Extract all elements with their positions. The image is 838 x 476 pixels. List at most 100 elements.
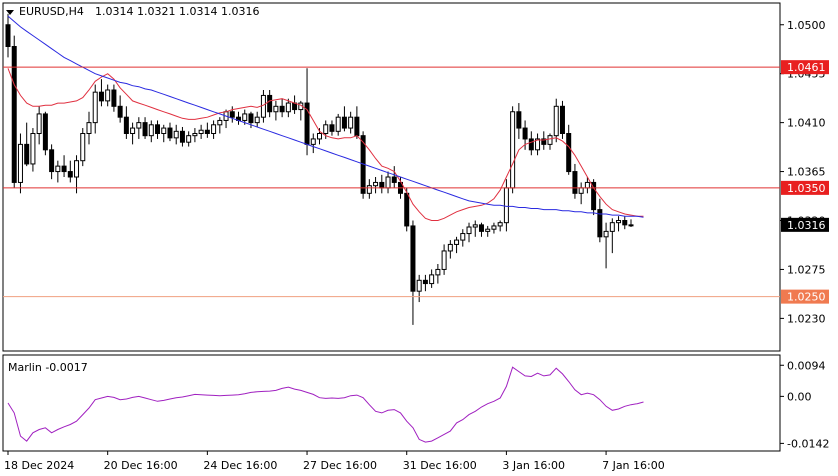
- candle-body: [148, 124, 154, 137]
- candle-body: [98, 91, 104, 102]
- candle-body: [130, 127, 136, 134]
- price-panel: 1.05001.04551.04101.03651.03201.02751.02…: [2, 2, 829, 352]
- candle-body: [578, 187, 584, 194]
- candle-body: [609, 222, 615, 232]
- candle-body: [17, 143, 23, 183]
- chart-symbol-title: EURUSD,H4: [19, 5, 84, 18]
- candle-body: [497, 222, 503, 227]
- candle-body: [11, 46, 17, 183]
- candle-body: [535, 138, 541, 151]
- price-panel-frame: [2, 2, 781, 352]
- candle-body: [186, 135, 192, 143]
- slow-moving-average-line: [7, 15, 644, 218]
- candle-body: [491, 225, 497, 230]
- candle-body: [566, 133, 572, 173]
- candle-body: [167, 127, 173, 139]
- candle-body: [379, 181, 385, 189]
- level-price-tag: [781, 289, 829, 304]
- level-price-label: 1.0461: [787, 61, 826, 74]
- candle-body: [92, 91, 98, 124]
- time-tick-label: 3 Jan 16:00: [502, 459, 565, 472]
- candle-body: [416, 279, 422, 292]
- level-price-tag: [781, 60, 829, 75]
- candle-body: [267, 94, 273, 113]
- candle-body: [329, 124, 335, 132]
- candle-body: [86, 122, 92, 134]
- oscillator-title: Marlin -0.0017: [8, 361, 88, 374]
- chart-ohlc-values: 1.0314 1.0321 1.0314 1.0316: [95, 5, 259, 18]
- candle-body: [204, 129, 210, 135]
- candle-body: [36, 113, 42, 135]
- candle-body: [441, 250, 447, 270]
- candle-body: [472, 224, 478, 228]
- candle-body: [260, 94, 266, 118]
- fast-moving-average-line: [7, 68, 644, 221]
- candle-body: [61, 165, 67, 173]
- time-tick-label: 27 Dec 16:00: [303, 459, 377, 472]
- candle-body: [553, 105, 559, 137]
- candle-body: [173, 130, 179, 139]
- candle-body: [74, 160, 80, 178]
- candle-body: [30, 133, 36, 165]
- time-tick-label: 20 Dec 16:00: [104, 459, 178, 472]
- level-price-label: 1.0250: [787, 291, 826, 304]
- candle-body: [80, 133, 86, 162]
- chart-header: EURUSD,H4 1.0314 1.0321 1.0314 1.0316: [6, 5, 259, 18]
- candle-body: [528, 138, 534, 151]
- candle-body: [242, 113, 248, 121]
- candle-body: [198, 129, 204, 135]
- price-tick-label: 1.0365: [787, 166, 826, 179]
- level-price-tag: [781, 180, 829, 195]
- candle-body: [117, 105, 123, 118]
- horizontal-levels: 1.0461 1.0350 1.0250 1.0316: [3, 60, 829, 304]
- price-tick-label: 1.0500: [787, 19, 826, 32]
- candle-body: [373, 181, 379, 187]
- candle-body: [217, 119, 223, 126]
- candle-body: [111, 89, 117, 107]
- candle-body: [597, 209, 603, 238]
- candle-body: [435, 268, 441, 276]
- candle-body: [348, 116, 354, 129]
- candle-body: [341, 116, 347, 129]
- candle-body: [485, 228, 491, 232]
- current-price-label: 1.0316: [787, 219, 826, 232]
- candle-body: [49, 149, 55, 173]
- oscillator-tick-label: 0.0094: [787, 359, 826, 372]
- candle-body: [584, 181, 590, 189]
- candle-body: [161, 127, 167, 134]
- candle-body: [248, 113, 254, 124]
- candle-body: [460, 233, 466, 241]
- time-tick-label: 24 Dec 16:00: [203, 459, 277, 472]
- candle-body: [572, 171, 578, 194]
- oscillator-panel: 0.0094 0.00 -0.0142 Marlin -0.0017: [2, 354, 829, 452]
- oscillator-axis: 0.0094 0.00 -0.0142: [780, 359, 829, 450]
- candle-body: [279, 105, 285, 113]
- candle-body: [522, 127, 528, 140]
- chart-menu-triangle-icon[interactable]: [6, 10, 14, 15]
- candle-body: [366, 185, 372, 194]
- candle-body: [404, 192, 410, 227]
- candle-body: [622, 220, 628, 226]
- candle-body: [310, 138, 316, 145]
- candle-body: [323, 124, 329, 135]
- oscillator-tick-label: 0.00: [787, 390, 812, 403]
- candle-body: [254, 116, 260, 124]
- candle-body: [354, 116, 360, 137]
- candle-body: [447, 243, 453, 252]
- price-tick-label: 1.0410: [787, 117, 826, 130]
- candle-body: [410, 225, 416, 292]
- oscillator-panel-frame: [2, 354, 781, 452]
- candle-body: [385, 176, 391, 189]
- candle-body: [510, 111, 516, 189]
- candle-body: [478, 224, 484, 232]
- candle-body: [603, 230, 609, 238]
- candle-body: [55, 165, 61, 173]
- candle-body: [591, 181, 597, 211]
- time-tick-label: 7 Jan 16:00: [602, 459, 665, 472]
- candle-body: [454, 239, 460, 245]
- marlin-oscillator-line: [7, 366, 644, 443]
- candle-body: [285, 102, 291, 113]
- candle-body: [142, 122, 148, 137]
- candle-body: [273, 105, 279, 113]
